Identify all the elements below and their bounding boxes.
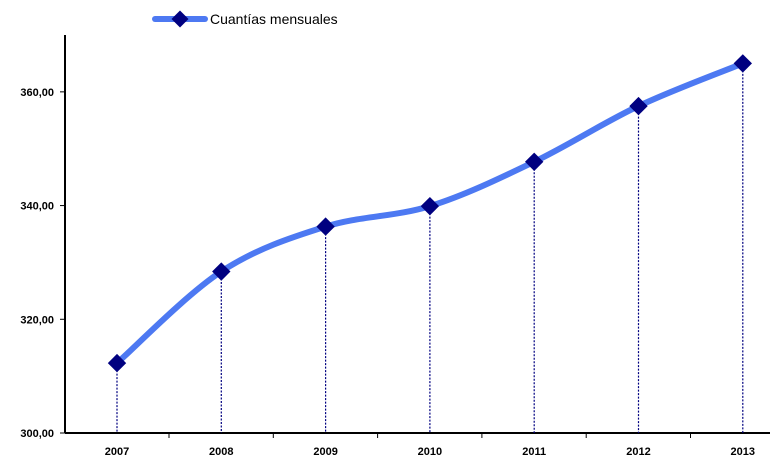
data-point-marker	[629, 96, 648, 116]
y-axis-ticks: 300,00 320,00 340,00 360,00	[20, 87, 65, 440]
y-tick-label: 300,00	[20, 428, 54, 440]
y-tick-label: 340,00	[20, 201, 54, 213]
data-markers	[107, 54, 752, 373]
x-tick-label: 2007	[105, 446, 129, 458]
drop-lines	[116, 63, 744, 433]
legend: Cuantías mensuales	[152, 10, 338, 28]
y-tick-label: 360,00	[20, 87, 54, 99]
data-point-marker	[525, 152, 544, 171]
legend-label: Cuantías mensuales	[210, 11, 338, 27]
axes	[64, 35, 770, 434]
x-tick-label: 2009	[313, 446, 337, 458]
data-point-marker	[212, 262, 231, 281]
x-tick-label: 2012	[626, 446, 650, 458]
x-tick-label: 2010	[418, 446, 442, 458]
data-point-marker	[420, 196, 440, 216]
data-point-marker	[733, 54, 752, 73]
data-point-marker	[107, 353, 127, 373]
y-tick-label: 320,00	[20, 314, 54, 326]
x-tick-label: 2011	[522, 446, 546, 458]
data-point-marker	[316, 217, 335, 236]
x-tick-label: 2008	[209, 446, 233, 458]
x-tick-label: 2013	[731, 446, 755, 458]
x-axis-ticks: 2007 2008 2009 2010 2011 2012 2013	[105, 433, 755, 458]
legend-marker-icon	[171, 10, 189, 28]
